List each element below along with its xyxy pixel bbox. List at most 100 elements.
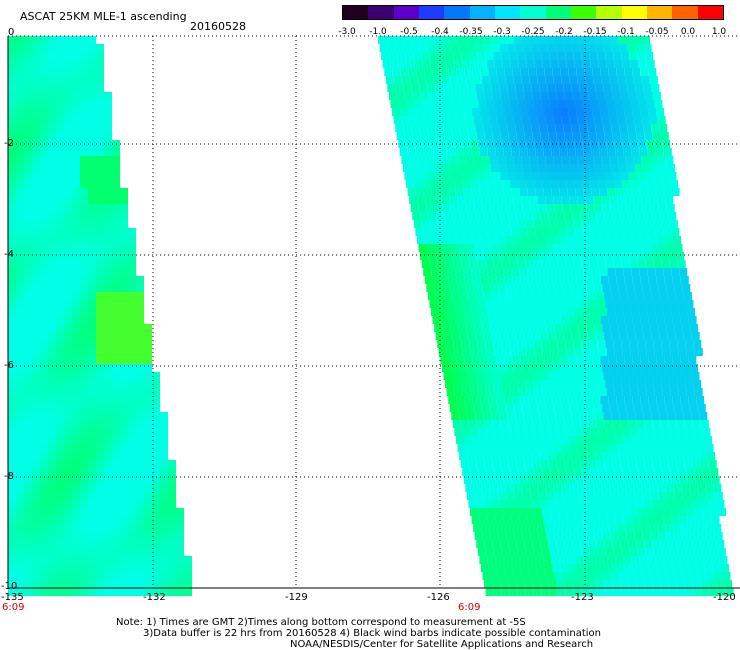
data-cell [574, 100, 583, 108]
data-cell [671, 436, 680, 444]
data-cell [120, 396, 128, 404]
data-cell [679, 516, 688, 524]
data-cell [561, 524, 570, 532]
data-cell [48, 388, 56, 396]
data-cell [463, 308, 472, 316]
data-cell [645, 300, 654, 308]
data-cell [64, 116, 72, 124]
data-cell [136, 428, 144, 436]
data-cell [532, 540, 541, 548]
data-cell [88, 156, 96, 164]
data-cell [40, 460, 48, 468]
data-cell [24, 316, 32, 324]
data-cell [550, 180, 559, 188]
data-cell [561, 196, 570, 204]
data-cell [462, 468, 471, 476]
data-cell [88, 108, 96, 116]
data-cell [559, 556, 568, 564]
data-cell [498, 244, 507, 252]
data-cell [24, 428, 32, 436]
data-cell [104, 468, 112, 476]
data-cell [112, 388, 120, 396]
data-cell [56, 76, 64, 84]
data-cell [64, 420, 72, 428]
data-cell [32, 228, 40, 236]
data-cell [450, 244, 459, 252]
data-cell [441, 364, 450, 372]
data-cell [64, 236, 72, 244]
data-cell [653, 220, 662, 228]
data-cell [678, 428, 687, 436]
data-cell [96, 460, 104, 468]
data-cell [668, 580, 677, 588]
data-cell [443, 332, 452, 340]
data-cell [607, 148, 616, 156]
data-cell [498, 492, 507, 500]
data-cell [602, 36, 610, 44]
data-cell [611, 292, 620, 300]
data-cell [614, 180, 623, 188]
data-cell [593, 444, 602, 452]
data-cell [690, 572, 699, 580]
data-cell [128, 228, 136, 236]
data-cell [64, 404, 72, 412]
data-cell [682, 492, 691, 500]
data-cell [674, 284, 683, 292]
data-cell [80, 292, 88, 300]
data-cell [80, 52, 88, 60]
data-cell [667, 412, 676, 420]
data-cell [666, 324, 675, 332]
data-cell [643, 292, 652, 300]
data-cell [398, 140, 407, 148]
data-cell [630, 508, 639, 516]
data-cell [112, 564, 120, 572]
data-cell [396, 132, 405, 140]
data-cell [610, 492, 619, 500]
data-cell [24, 180, 32, 188]
data-cell [669, 300, 678, 308]
data-cell [503, 148, 512, 156]
data-cell [24, 516, 32, 524]
data-cell [88, 340, 96, 348]
data-cell [627, 84, 636, 92]
data-cell [479, 516, 488, 524]
data-cell [72, 580, 80, 588]
data-cell [24, 452, 32, 460]
data-cell [416, 68, 425, 76]
data-cell [469, 260, 478, 268]
data-cell [704, 564, 713, 572]
data-cell [120, 388, 128, 396]
data-cell [513, 444, 522, 452]
data-cell [578, 492, 587, 500]
data-cell [8, 124, 16, 132]
data-cell [32, 60, 40, 68]
data-cell [617, 484, 626, 492]
data-cell [24, 564, 32, 572]
data-cell [8, 356, 16, 364]
data-cell [675, 332, 684, 340]
data-cell [539, 412, 548, 420]
data-cell [16, 260, 24, 268]
data-cell [160, 468, 168, 476]
data-cell [112, 356, 120, 364]
data-cell [571, 412, 580, 420]
data-cell [665, 444, 674, 452]
data-cell [160, 476, 168, 484]
data-cell [640, 236, 649, 244]
data-cell [685, 300, 694, 308]
data-cell [564, 132, 573, 140]
data-cell [465, 364, 474, 372]
data-cell [64, 388, 72, 396]
data-cell [505, 524, 514, 532]
data-cell [686, 428, 695, 436]
data-cell [619, 372, 628, 380]
data-cell [649, 364, 658, 372]
data-cell [144, 524, 152, 532]
data-cell [620, 252, 629, 260]
data-cell [88, 572, 96, 580]
data-cell [585, 156, 594, 164]
data-cell [644, 212, 653, 220]
data-cell [664, 276, 673, 284]
data-cell [623, 188, 632, 196]
data-cell [675, 372, 684, 380]
